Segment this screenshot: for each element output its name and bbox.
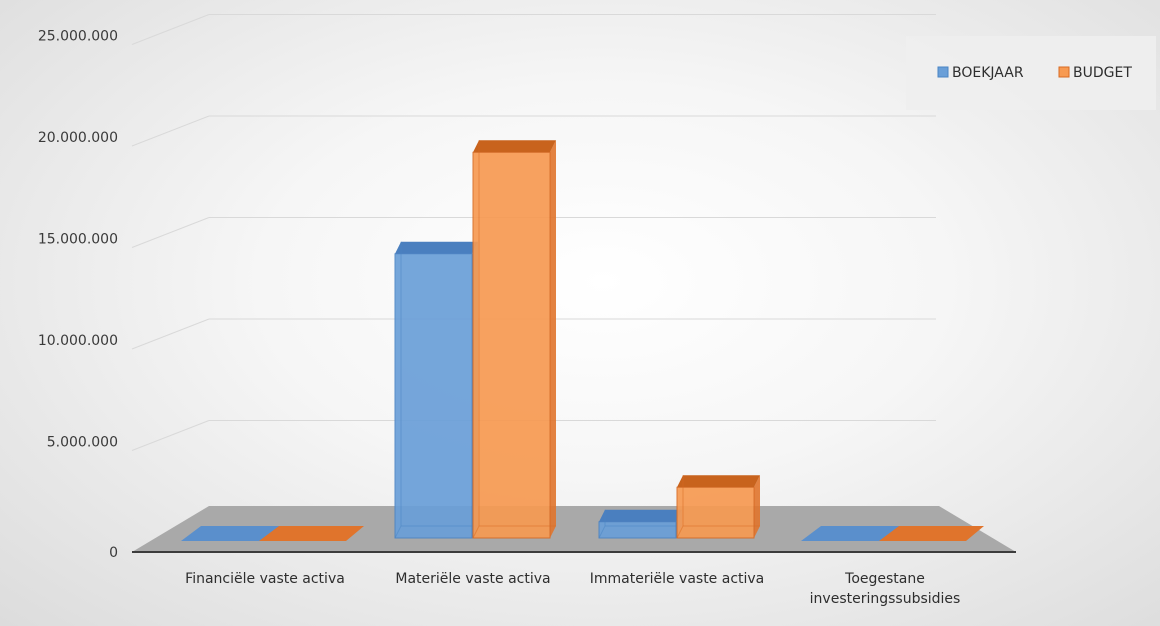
bar-side-face [754,475,760,538]
y-tick-label: 0 [109,545,118,561]
bar-top-face [599,509,682,522]
gridline-depth [131,115,210,147]
y-tick-label: 5.000.000 [47,435,118,451]
y-tick-label: 10.000.000 [38,333,118,349]
bar-budget-financiele-vaste-activa [259,526,364,541]
y-tick-label: 20.000.000 [38,130,118,146]
gridline-depth [131,420,210,451]
bar-boekjaar-financiele-vaste-activa [181,526,286,541]
bar-flat-slab [259,526,364,541]
bar-front-face [676,486,755,539]
x-category-label: Immateriële vaste activa [590,571,765,587]
legend-swatch-budget [1058,66,1070,78]
bar-flat-slab [181,526,286,541]
bar-boekjaar-immateriele-vaste-activa [598,509,682,539]
legend: BOEKJAAR BUDGET [906,36,1156,110]
x-category-label: Financiële vaste activa [185,571,345,587]
x-category-label: Toegestane [844,571,925,587]
x-category-label: Materiële vaste activa [395,571,550,587]
gridline-depth [131,14,210,45]
bar-front-face [598,521,677,539]
floor-plane [132,506,1016,552]
bar-top-face [677,475,760,488]
bar-budget-materiele-vaste-activa [472,140,556,539]
gridline-depth [131,318,210,350]
bars [181,140,984,541]
bar-back-edge [676,525,684,539]
bar-top-face [395,241,478,254]
bar-side-face [550,140,556,539]
bar-front-face [472,151,551,539]
x-axis: Financiële vaste activa Materiële vaste a… [185,571,960,607]
y-axis: 0 5.000.000 10.000.000 15.000.000 20.000.000… [38,29,118,562]
y-tick-label: 25.000.000 [38,29,118,45]
y-tick-label: 15.000.000 [38,232,118,248]
legend-swatch-boekjaar [937,66,949,78]
bar-boekjaar-toegestane-investeringssubsidies [801,526,906,541]
legend-label-boekjaar: BOEKJAAR [952,65,1024,81]
bar-flat-slab [801,526,906,541]
bar-budget-immateriele-vaste-activa [676,475,760,539]
gridline-depth [131,217,210,248]
gridlines [131,14,936,451]
bar-back-edge [598,525,606,539]
legend-label-budget: BUDGET [1073,65,1132,81]
bar-top-face [473,140,556,153]
chart-floor [132,506,1016,553]
bar-front-face [394,253,473,539]
bar-flat-slab [879,526,984,541]
bar-back-edge [394,525,402,539]
x-category-label: investeringssubsidies [810,591,961,607]
bar-budget-toegestane-investeringssubsidies [879,526,984,541]
bar-back-edge [472,525,480,539]
bar-boekjaar-materiele-vaste-activa [394,241,478,539]
